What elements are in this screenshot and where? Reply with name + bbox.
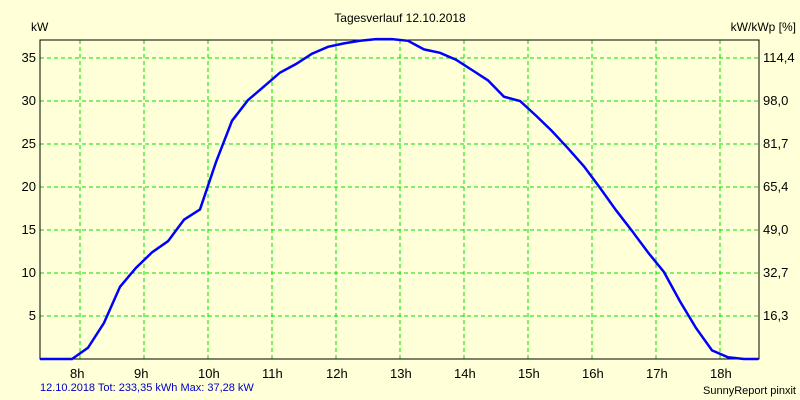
x-tick-label: 15h xyxy=(518,366,540,381)
y-right-tick-label: 32,7 xyxy=(763,265,789,280)
x-tick-label: 16h xyxy=(582,366,604,381)
x-tick-label: 18h xyxy=(710,366,732,381)
x-tick-label: 9h xyxy=(134,366,149,381)
x-tick-label: 8h xyxy=(70,366,85,381)
y-left-tick-label: 25 xyxy=(21,136,36,151)
y-axis-right-label: kW/kWp [%] xyxy=(730,20,796,34)
x-tick-label: 11h xyxy=(262,366,283,381)
x-tick-label: 12h xyxy=(326,366,348,381)
y-right-tick-label: 65,4 xyxy=(763,179,789,194)
chart-title: Tagesverlauf 12.10.2018 xyxy=(334,11,466,25)
x-tick-label: 17h xyxy=(646,366,668,381)
x-tick-label: 10h xyxy=(198,366,220,381)
y-right-tick-label: 49,0 xyxy=(763,222,789,237)
y-left-tick-label: 30 xyxy=(21,93,36,108)
y-right-tick-label: 114,4 xyxy=(763,50,795,65)
y-left-tick-label: 35 xyxy=(21,50,36,65)
y-left-tick-label: 20 xyxy=(21,179,36,194)
x-tick-label: 13h xyxy=(390,366,412,381)
y-right-tick-label: 98,0 xyxy=(763,93,789,108)
power-line xyxy=(40,37,759,361)
y-left-tick-label: 10 xyxy=(21,265,36,280)
y-left-tick-label: 5 xyxy=(28,308,36,323)
y-left-tick-label: 15 xyxy=(21,222,36,237)
y-axis-left-label: kW xyxy=(31,20,49,34)
credit-text: SunnyReport pinxit xyxy=(703,385,796,397)
grid-lines xyxy=(40,40,759,359)
y-right-tick-label: 81,7 xyxy=(763,136,789,151)
plot-frame xyxy=(39,39,760,360)
x-tick-label: 14h xyxy=(454,366,476,381)
y-right-tick-label: 16,3 xyxy=(763,308,789,323)
summary-text: 12.10.2018 Tot: 233,35 kWh Max: 37,28 kW xyxy=(40,382,254,394)
